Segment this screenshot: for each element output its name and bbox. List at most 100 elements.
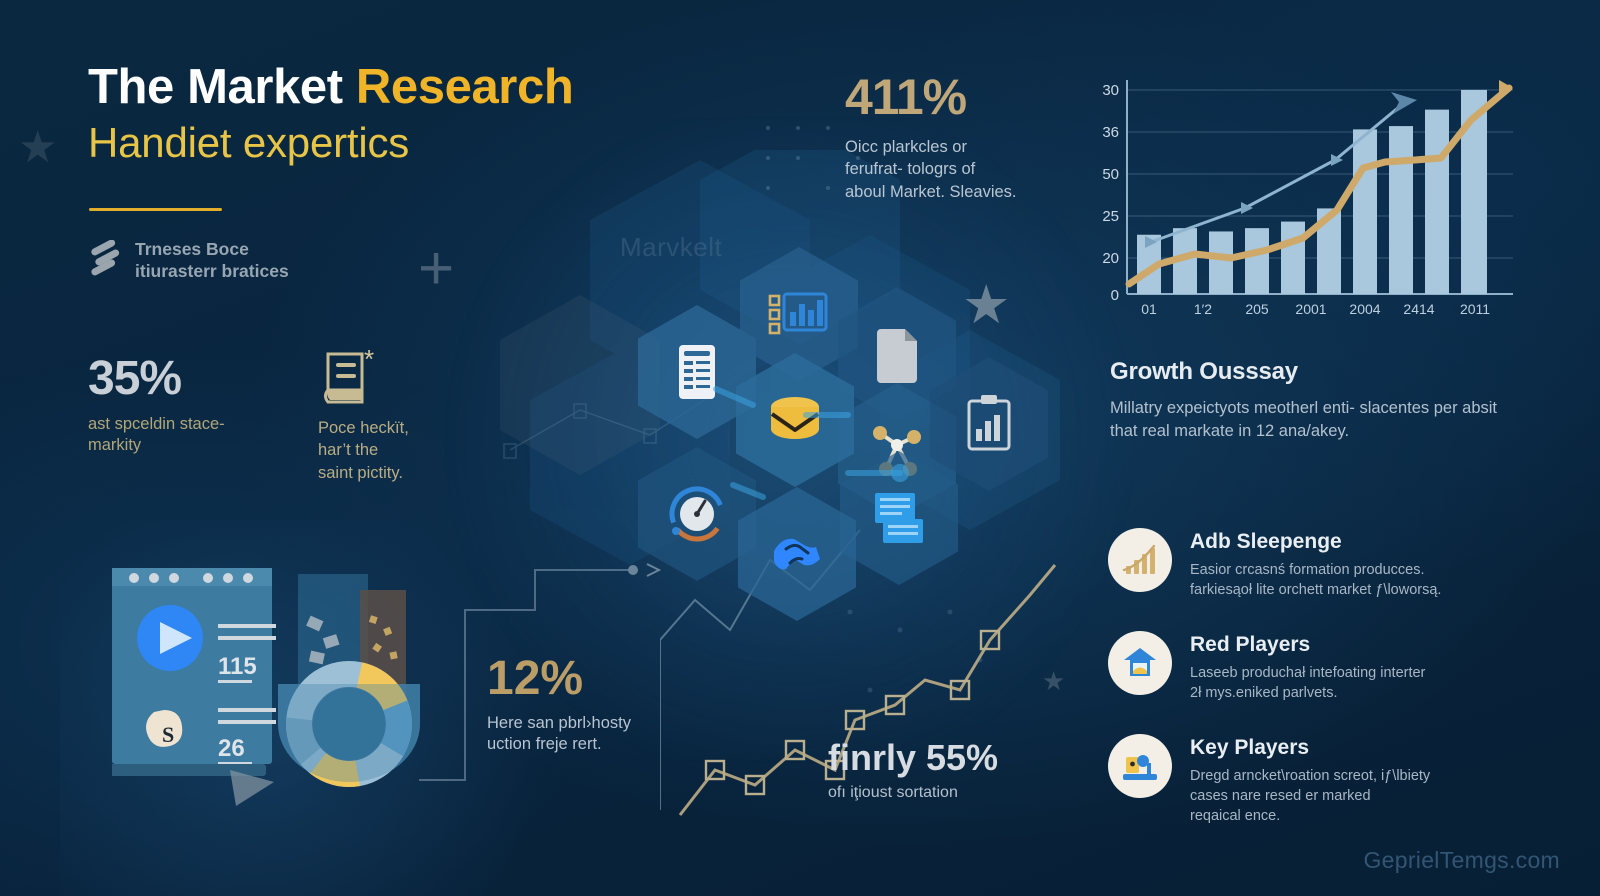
- brand-line-2: itiurasterr bratices: [135, 261, 289, 282]
- svg-text:30: 30: [1102, 82, 1119, 99]
- svg-text:50: 50: [1102, 166, 1119, 183]
- stat-411-caption-line3: aboul Market. Sleavies.: [845, 182, 1017, 201]
- stat-35-caption-line1: ast spceldin stace-: [88, 415, 225, 433]
- svg-text:2414: 2414: [1403, 301, 1434, 317]
- stat-411-caption-line1: Oicc plarkcles or: [845, 138, 967, 156]
- site-watermark: GeprielTemgs.com: [1363, 847, 1560, 873]
- growth-body-line3: in 12 ana/akey.: [1238, 422, 1350, 441]
- feature-desc-line1: Dregd arncket\roation screot, iƒ\lbiety: [1190, 768, 1431, 785]
- svg-text:36: 36: [1102, 124, 1119, 141]
- chart-tan-trend-line: [1125, 84, 1513, 288]
- stat-55-caption: ofı iţioust sortation: [828, 784, 958, 801]
- lock-key-icon: [1123, 755, 1157, 781]
- feature-icon-circle: [1108, 631, 1172, 696]
- svg-text:20: 20: [1102, 250, 1119, 267]
- dashboard-metric-1: 115: [218, 653, 257, 680]
- stat-12-value: 12%: [487, 652, 584, 705]
- feature-icon-circle: [1108, 528, 1172, 592]
- growth-chart-icon: [1122, 544, 1156, 574]
- hex-tile-database: [736, 353, 854, 487]
- growth-chart-svg: 30 36 50 25 20 0: [1102, 80, 1513, 317]
- note-line-3: saint pictity.: [318, 463, 403, 482]
- stat-55-value: finrly 55%: [828, 737, 999, 778]
- feature-title: Key Players: [1190, 736, 1310, 760]
- feature-desc: Laseeb produchał intefoating interter 2ł…: [1190, 663, 1425, 703]
- house-data-icon: [1124, 648, 1156, 677]
- feature-list: Adb Sleepenge Easior crcasnś formation p…: [1108, 528, 1518, 857]
- svg-text:1′2: 1′2: [1194, 301, 1212, 317]
- note-line-2: har’t the: [318, 441, 379, 460]
- book-note-icon: *: [324, 344, 374, 404]
- chart-y-ticks: 30 36 50 25 20 0: [1102, 82, 1119, 304]
- bar-chart-board-icon: [768, 292, 828, 335]
- growth-body-line2: slacentes per absit that real markate: [1110, 399, 1498, 441]
- stat-12-caption: Here san pbrl›hosty uction freje rert.: [487, 713, 702, 756]
- dashboard-svg: 115 S 26: [106, 568, 420, 806]
- page-title: The Market Research Handiet expertics: [88, 60, 788, 166]
- chart-blue-markers: [1145, 154, 1343, 248]
- growth-heading: Growth Ousssay: [1110, 358, 1298, 385]
- list-item[interactable]: Red Players Laseeb produchał intefoating…: [1108, 631, 1518, 703]
- dashboard-illustration: 115 S 26: [106, 556, 432, 806]
- feature-title: Red Players: [1190, 633, 1311, 657]
- clipboard-chart-icon: [967, 395, 1011, 451]
- asterisk-glyph: *: [364, 350, 374, 374]
- svg-text:25: 25: [1102, 208, 1119, 225]
- list-item[interactable]: Adb Sleepenge Easior crcasnś formation p…: [1108, 528, 1518, 600]
- dollar-badge-icon: S: [162, 722, 174, 747]
- growth-chart: 30 36 50 25 20 0: [1085, 62, 1515, 322]
- svg-text:2004: 2004: [1349, 301, 1380, 317]
- feature-desc-line3: reqaical ence.: [1190, 808, 1281, 825]
- chart-blue-arrow-line: [1150, 100, 1406, 244]
- feature-text: Red Players Laseeb produchał intefoating…: [1190, 631, 1425, 703]
- database-cylinder-icon: [770, 397, 820, 439]
- feature-desc: Easior crcasnś formation producces. fark…: [1190, 560, 1441, 600]
- svg-text:2001: 2001: [1295, 301, 1326, 317]
- list-item[interactable]: Key Players Dregd arncket\roation screot…: [1108, 734, 1518, 826]
- chart-bars: [1137, 89, 1487, 294]
- ribbon-logo-icon: [91, 240, 120, 276]
- brand-tagline-text: Trneses Boce itiurasterr bratices: [135, 238, 289, 282]
- feature-desc-line2: cases nare resed er marked: [1190, 788, 1371, 805]
- background-marvkelt-label: Marvkelt: [620, 232, 723, 262]
- title-accent: Research: [355, 60, 574, 114]
- feature-desc: Dregd arncket\roation screot, iƒ\lbiety …: [1190, 766, 1430, 826]
- stat-12-caption-line1: Here san pbrl›hosty: [487, 714, 631, 732]
- page-subtitle: Handiet expertics: [88, 118, 410, 166]
- stat-411-value: 411%: [845, 69, 967, 125]
- svg-text:205: 205: [1245, 301, 1269, 317]
- feature-desc-line1: Easior crcasnś formation producces.: [1190, 562, 1425, 579]
- title-primary: The Market: [88, 60, 356, 114]
- note-card: * Poce heckït, har’t the saint pictity.: [318, 344, 478, 484]
- brand-tagline: Trneses Boce itiurasterr bratices: [88, 238, 289, 282]
- stat-35-value: 35%: [88, 352, 182, 405]
- svg-text:0: 0: [1111, 287, 1119, 304]
- chart-x-ticks: 01 1′2 205 2001 2004 2414 2011: [1141, 301, 1490, 317]
- growth-body-line1: Millatry expeictyots meotherl enti-: [1110, 399, 1355, 417]
- chart-blue-arrowhead: [1391, 92, 1417, 114]
- dashboard-metric-2: 26: [218, 735, 245, 762]
- stat-12-caption-line2: uction freje rert.: [487, 735, 602, 754]
- feature-desc-line2: farkiesąoł lite orchett market ƒ\loworsą…: [1190, 582, 1442, 599]
- star-icon: ★: [18, 123, 58, 172]
- note-card-text: Poce heckït, har’t the saint pictity.: [318, 417, 478, 484]
- chart-tan-arrowhead: [1499, 80, 1513, 98]
- document-lines-icon: [875, 493, 923, 543]
- svg-text:01: 01: [1141, 301, 1157, 317]
- note-line-1: Poce heckït,: [318, 419, 409, 437]
- growth-summary: Growth Ousssay Millatry expeictyots meot…: [1110, 358, 1510, 444]
- brand-line-1: Trneses Boce: [135, 239, 249, 259]
- handshake-icon: [774, 538, 820, 570]
- stat-411-caption: Oicc plarkcles or ferufrat- tologrs of a…: [845, 136, 1095, 203]
- feature-text: Adb Sleepenge Easior crcasnś formation p…: [1190, 528, 1441, 600]
- plus-icon: +: [418, 234, 455, 303]
- stat-35: 35% ast spceldin stace- markity: [88, 355, 328, 456]
- server-rack-icon: [679, 345, 715, 399]
- gauge-speedometer-icon: [669, 486, 725, 542]
- feature-desc-line2: 2ł mys.eniked parlvets.: [1190, 685, 1338, 702]
- stat-12: 12% Here san pbrl›hosty uction freje rer…: [487, 655, 702, 756]
- feature-text: Key Players Dregd arncket\roation screot…: [1190, 734, 1430, 826]
- stat-411: 411% Oicc plarkcles or ferufrat- tologrs…: [845, 72, 1095, 203]
- feature-icon-circle: [1108, 734, 1172, 799]
- feature-desc-line1: Laseeb produchał intefoating interter: [1190, 665, 1426, 682]
